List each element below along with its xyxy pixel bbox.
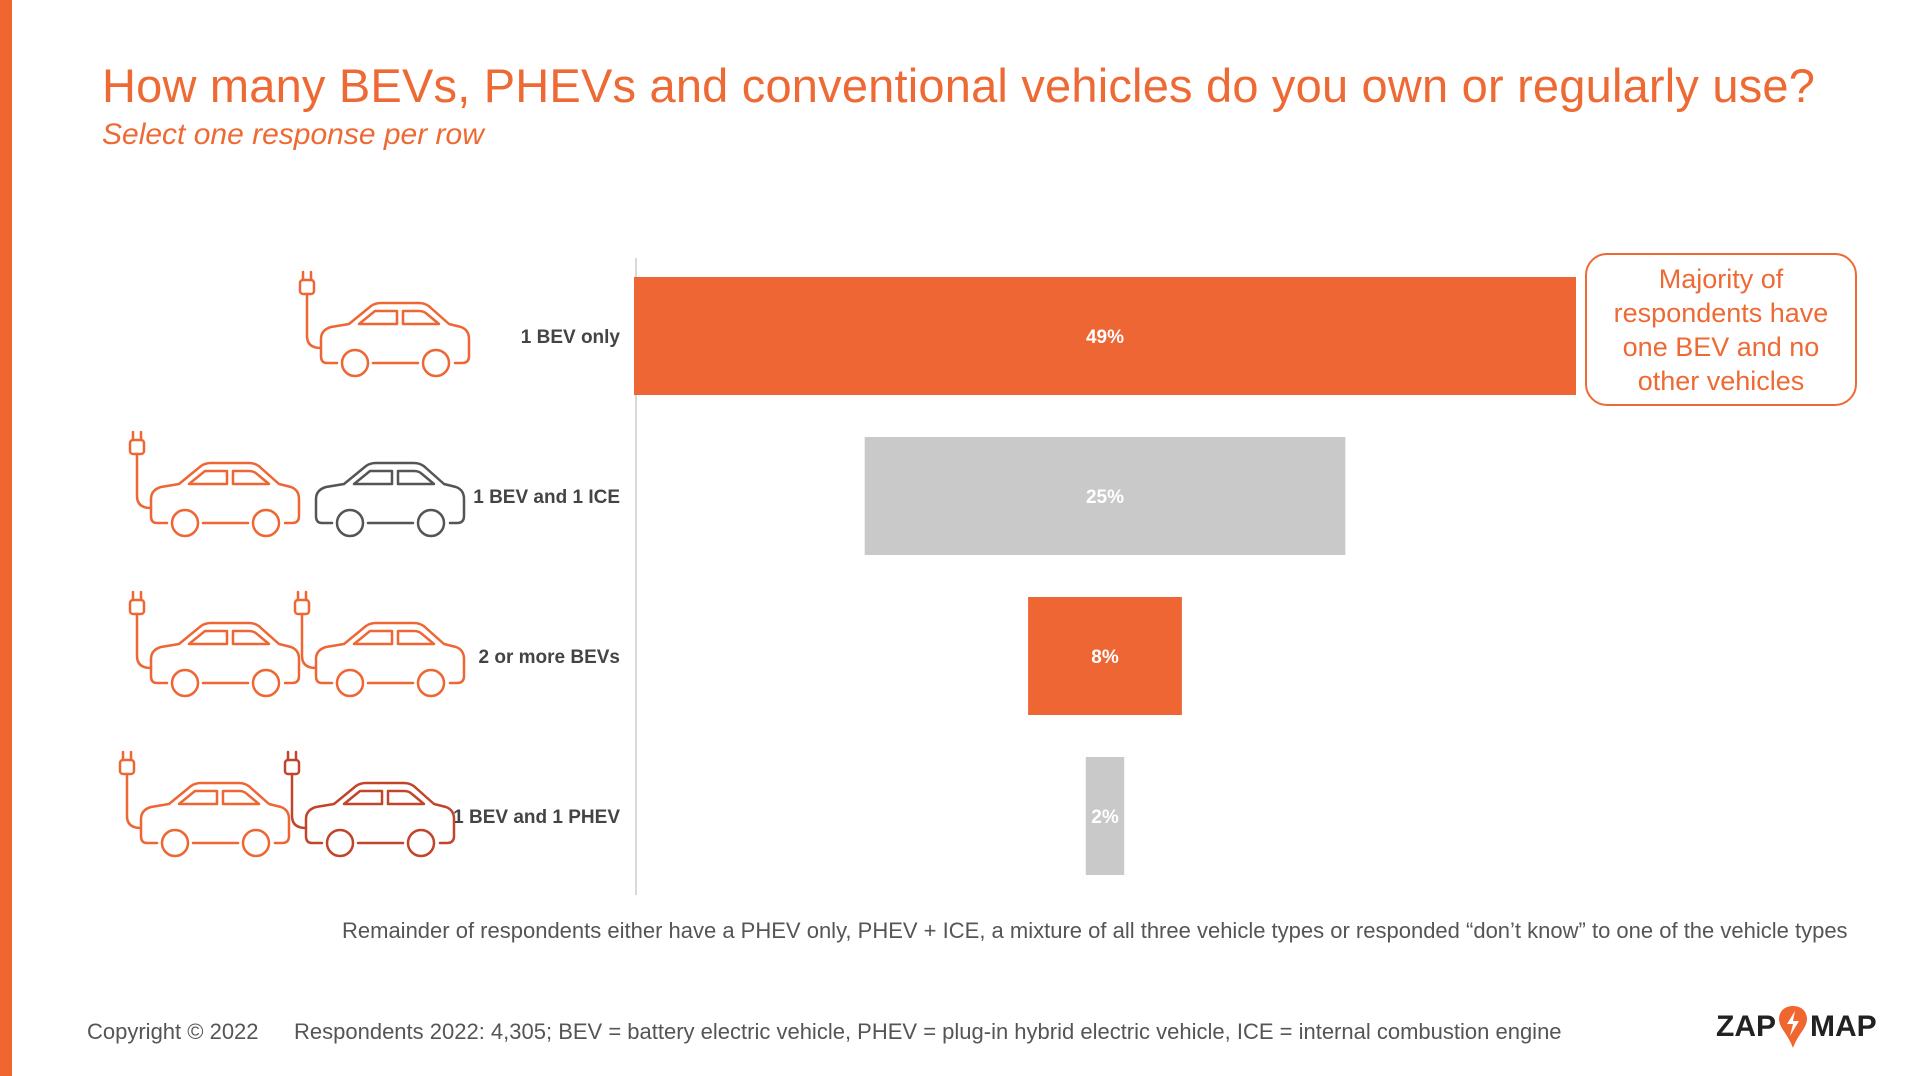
zapmap-logo: ZAP MAP: [1716, 1004, 1877, 1050]
callout-box: Majority of respondents have one BEV and…: [1585, 253, 1857, 406]
category-label: 1 BEV and 1 ICE: [473, 487, 620, 508]
lightning-bolt-icon: [1779, 1006, 1807, 1048]
logo-text-right: MAP: [1810, 1010, 1877, 1043]
bar-value-label: 8%: [1091, 647, 1119, 668]
bar: [634, 277, 1576, 395]
respondents-text: Respondents 2022: 4,305; BEV = battery e…: [294, 1019, 1562, 1044]
bev-car-icon: [128, 590, 301, 698]
phev-car-icon: [283, 750, 456, 858]
bar: [1028, 597, 1182, 715]
chart-subtitle: Select one response per row: [102, 118, 484, 151]
bar-value-label: 2%: [1091, 807, 1119, 828]
bar: [864, 437, 1346, 555]
bev-car-icon: [298, 270, 471, 378]
bar-value-label: 25%: [1086, 487, 1124, 508]
category-label: 1 BEV and 1 PHEV: [453, 807, 620, 828]
category-label: 1 BEV only: [521, 327, 621, 348]
logo-text-left: ZAP: [1716, 1010, 1776, 1043]
accent-stripe: [0, 0, 12, 1076]
copyright-text: Copyright © 2022: [87, 1019, 259, 1044]
bev-car-icon: [293, 590, 466, 698]
bar-value-label: 49%: [1086, 327, 1124, 348]
remainder-note: Remainder of respondents either have a P…: [342, 918, 1848, 943]
ice-car-icon: [314, 461, 466, 538]
category-label: 2 or more BEVs: [479, 647, 621, 668]
bev-car-icon: [118, 750, 291, 858]
bev-car-icon: [128, 430, 301, 538]
bar: [1085, 757, 1125, 875]
chart-title: How many BEVs, PHEVs and conventional ve…: [102, 59, 1816, 112]
